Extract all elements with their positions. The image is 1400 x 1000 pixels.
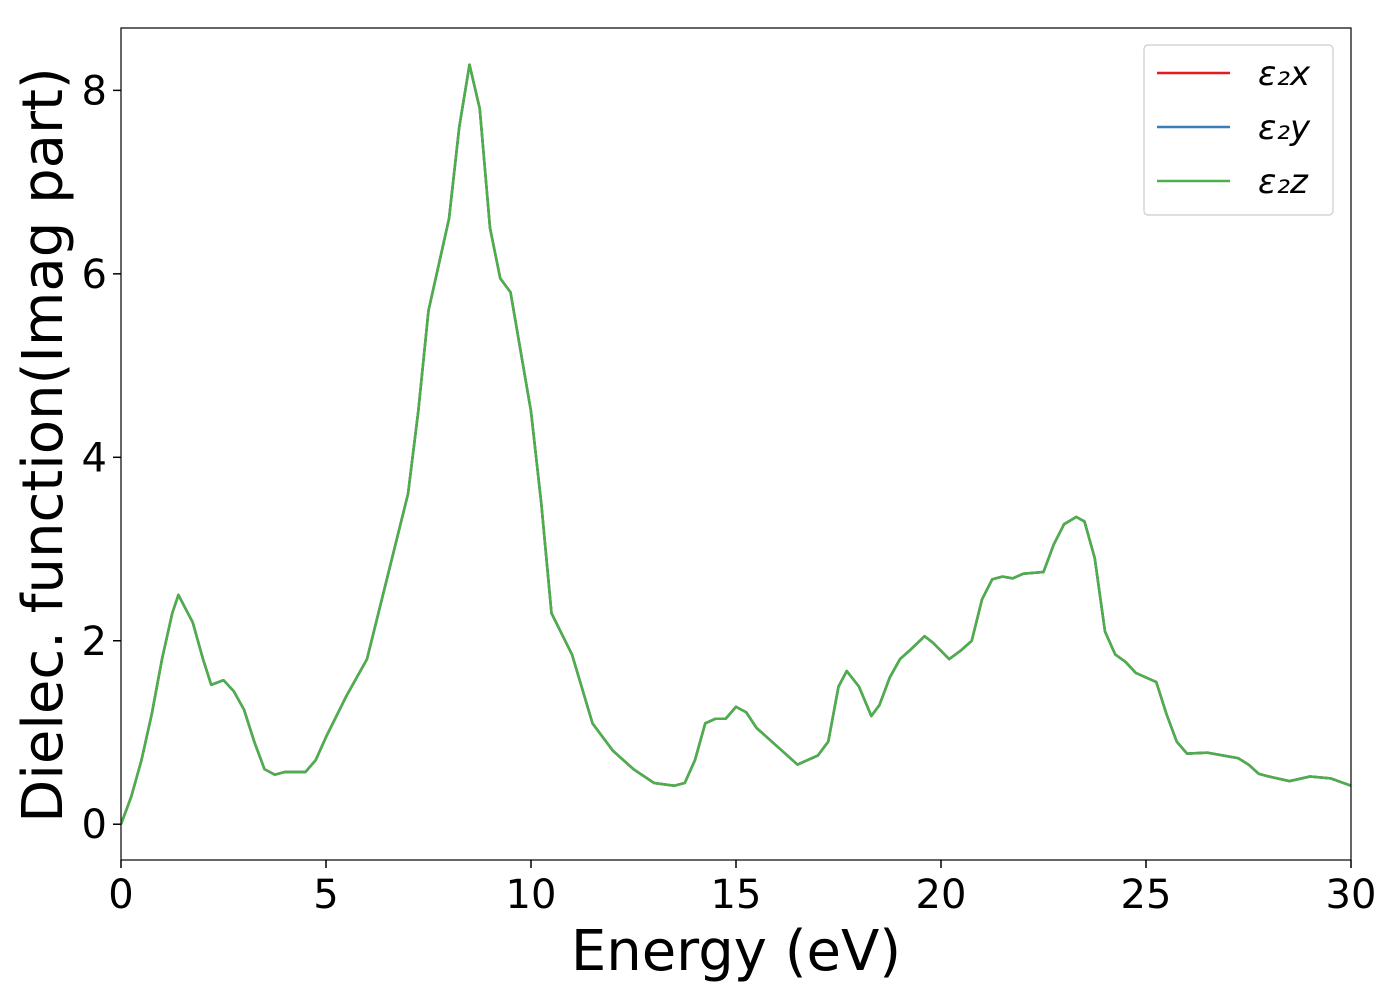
legend-label: ε₂y bbox=[1258, 108, 1311, 148]
legend-box bbox=[1143, 44, 1334, 216]
x-tick-label: 25 bbox=[1121, 872, 1172, 918]
series-line bbox=[121, 63, 1351, 825]
x-tick-label: 10 bbox=[506, 872, 557, 918]
x-tick-label: 0 bbox=[108, 872, 133, 918]
x-tick-label: 30 bbox=[1326, 872, 1377, 918]
y-axis-label: Dielec. function(Imag part) bbox=[11, 67, 76, 823]
x-tick-label: 15 bbox=[711, 872, 762, 918]
y-tick-label: 8 bbox=[82, 68, 107, 114]
plot-frame bbox=[120, 27, 1352, 861]
legend-label: ε₂z bbox=[1258, 162, 1309, 202]
y-tick-label: 4 bbox=[82, 435, 107, 481]
x-tick-label: 5 bbox=[313, 872, 338, 918]
x-axis-label: Energy (eV) bbox=[571, 919, 901, 984]
y-tick-label: 6 bbox=[82, 252, 107, 298]
y-tick-label: 0 bbox=[82, 802, 107, 848]
legend-label: ε₂x bbox=[1258, 54, 1311, 94]
y-tick-label: 2 bbox=[82, 619, 107, 665]
x-tick-label: 20 bbox=[916, 872, 967, 918]
